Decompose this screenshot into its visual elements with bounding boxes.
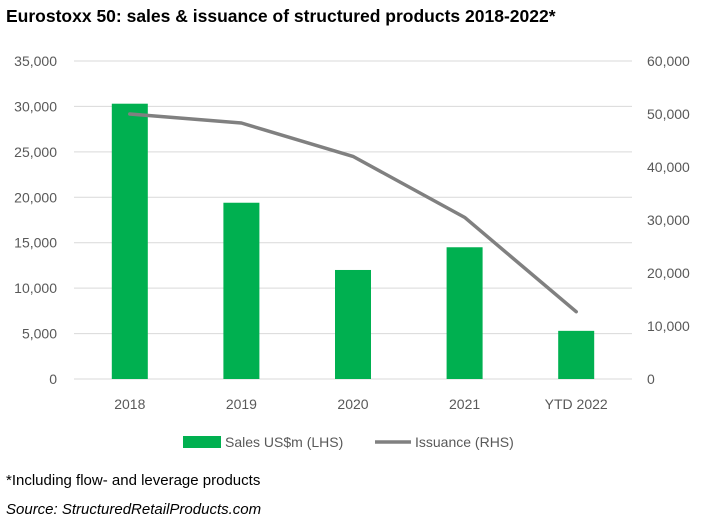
y-left-tick-label: 20,000: [14, 189, 57, 205]
y-left-tick-label: 25,000: [14, 144, 57, 160]
legend-label-issuance: Issuance (RHS): [415, 434, 514, 450]
x-tick-label: 2019: [226, 396, 257, 412]
y-right-tick-label: 40,000: [647, 159, 690, 175]
y-right-tick-label: 50,000: [647, 106, 690, 122]
chart-title: Eurostoxx 50: sales & issuance of struct…: [6, 6, 556, 26]
bar: [335, 269, 371, 379]
bar: [446, 247, 483, 379]
legend-label-sales: Sales US$m (LHS): [225, 434, 343, 450]
x-tick-label: YTD 2022: [545, 396, 608, 412]
issuance-line: [128, 112, 578, 314]
y-left-tick-label: 5,000: [22, 326, 57, 342]
source-note: Source: StructuredRetailProducts.com: [6, 501, 262, 518]
legend-swatch-sales: [183, 436, 221, 448]
y-left-tick-label: 15,000: [14, 235, 57, 251]
y-left-tick-label: 30,000: [14, 98, 57, 114]
y-left-tick-label: 10,000: [14, 280, 57, 296]
x-tick-label: 2018: [114, 396, 145, 412]
y-right-tick-label: 20,000: [647, 265, 690, 281]
bar: [223, 202, 260, 379]
footnote: *Including flow- and leverage products: [6, 472, 261, 489]
y-right-tick-label: 10,000: [647, 318, 690, 334]
bar: [558, 330, 595, 379]
x-tick-label: 2021: [449, 396, 480, 412]
y-left-tick-label: 0: [49, 371, 57, 387]
y-right-tick-label: 60,000: [647, 53, 690, 69]
y-right-tick-label: 0: [647, 371, 655, 387]
y-left-tick-label: 35,000: [14, 53, 57, 69]
x-tick-label: 2020: [337, 396, 368, 412]
bar: [111, 103, 148, 380]
y-right-tick-label: 30,000: [647, 212, 690, 228]
